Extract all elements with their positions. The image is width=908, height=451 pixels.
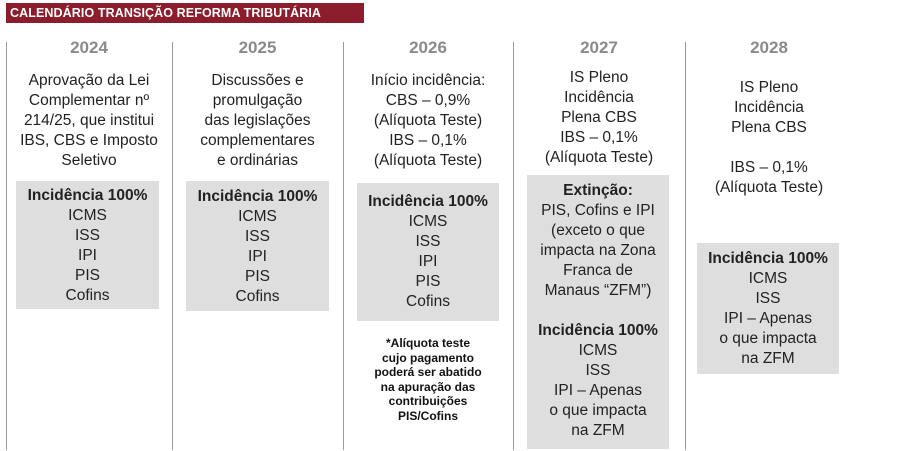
column-divider — [513, 42, 514, 450]
tax-item: o que impacta — [549, 402, 647, 419]
footnote-line: cujo pagamento — [381, 350, 474, 365]
incidence-heading: Incidência 100% — [368, 193, 488, 210]
incidence-heading: Incidência 100% — [197, 188, 318, 205]
incidence-box: Incidência 100% ICMS ISS IPI PIS Cofins — [357, 183, 499, 321]
extinction-item: Franca de — [563, 262, 633, 279]
tax-item: Cofins — [65, 287, 110, 304]
desc-line: das legislações — [204, 112, 311, 129]
incidence-heading: Incidência 100% — [27, 187, 148, 204]
column-2027: 2027 IS Pleno Incidência Plena CBS IBS –… — [513, 38, 685, 168]
column-2026: 2026 Início incidência: CBS – 0,9% (Alíq… — [343, 38, 513, 171]
desc-line: Incidência — [734, 99, 804, 116]
desc-line: (Alíquota Teste) — [373, 152, 483, 169]
incidence-box: Incidência 100% ICMS ISS IPI – Apenas o … — [697, 243, 839, 374]
desc-line: Seletivo — [61, 152, 117, 169]
column-2024: 2024 Aprovação da Lei Complementar nº 21… — [6, 38, 172, 171]
footnote: *Alíquota teste cujo pagamento poderá se… — [357, 336, 499, 423]
tax-item: IPI – Apenas — [724, 310, 812, 327]
tax-item: ICMS — [238, 208, 277, 225]
incidence-heading: Incidência 100% — [708, 250, 828, 267]
desc-line: IS Pleno — [569, 69, 629, 86]
desc-line: Plena CBS — [561, 109, 637, 126]
column-description: Discussões e promulgação das legislações… — [172, 71, 343, 171]
desc-line: Discussões e — [211, 72, 304, 89]
desc-line: (Alíquota Teste) — [373, 112, 483, 129]
incidence-box: Incidência 100% ICMS ISS IPI PIS Cofins — [186, 181, 329, 311]
tax-item: IPI — [78, 247, 97, 264]
desc-line: IBS – 0,1% — [389, 132, 467, 149]
column-divider — [685, 42, 686, 450]
tax-item: IPI — [418, 253, 438, 270]
extinction-box: Extinção: PIS, Cofins e IPI (exceto o qu… — [527, 175, 669, 449]
page-title: CALENDÁRIO TRANSIÇÃO REFORMA TRIBUTÁRIA — [6, 3, 364, 23]
extinction-item: PIS, Cofins e IPI — [541, 202, 655, 219]
desc-line: IBS – 0,1% — [730, 159, 808, 176]
column-description: Aprovação da Lei Complementar nº 214/25,… — [6, 71, 172, 171]
tax-item: Cofins — [235, 288, 280, 305]
desc-line: (Alíquota Teste) — [714, 179, 824, 196]
desc-line: Complementar nº — [28, 92, 150, 109]
incidence-box: Incidência 100% ICMS ISS IPI PIS Cofins — [16, 181, 159, 309]
desc-line: Início incidência: — [370, 72, 486, 89]
year-label: 2024 — [70, 38, 108, 57]
desc-line: Plena CBS — [731, 119, 807, 136]
year-label: 2028 — [750, 38, 788, 57]
column-divider — [172, 42, 173, 450]
year-label: 2027 — [580, 38, 618, 57]
extinction-heading: Extinção: — [563, 182, 633, 199]
desc-line: Aprovação da Lei — [28, 72, 150, 89]
extinction-item: Manaus “ZFM”) — [544, 282, 652, 299]
tax-item: ICMS — [408, 213, 448, 230]
tax-item: ICMS — [68, 207, 107, 224]
desc-line: complementares — [200, 132, 315, 149]
desc-line: IBS – 0,1% — [560, 129, 638, 146]
tax-item: ICMS — [748, 270, 788, 287]
footnote-line: poderá ser abatido — [374, 365, 482, 379]
column-description: IS Pleno Incidência Plena CBS IBS – 0,1%… — [513, 68, 685, 168]
desc-line: IS Pleno — [739, 79, 799, 96]
tax-item: ICMS — [578, 342, 618, 359]
desc-line: CBS – 0,9% — [385, 92, 471, 109]
desc-line: (Alíquota Teste) — [544, 149, 654, 166]
tax-item: IPI – Apenas — [554, 382, 642, 399]
column-divider — [6, 42, 7, 450]
desc-line — [685, 138, 853, 158]
tax-item: ISS — [75, 227, 100, 244]
column-2028: 2028 IS Pleno Incidência Plena CBS IBS –… — [685, 38, 853, 198]
tax-item: na ZFM — [741, 350, 795, 367]
year-label: 2026 — [409, 38, 447, 57]
tax-item: PIS — [415, 273, 441, 290]
desc-line: 214/25, que institui — [23, 112, 155, 129]
tax-item: ISS — [245, 228, 270, 245]
footnote-line: PIS/Cofins — [397, 408, 458, 423]
tax-item: IPI — [248, 248, 267, 265]
incidence-heading: Incidência 100% — [538, 322, 658, 339]
extinction-item: (exceto o que — [551, 222, 645, 239]
year-label: 2025 — [238, 38, 277, 57]
footnote-line: *Alíquota teste — [385, 336, 470, 350]
desc-line: promulgação — [212, 92, 303, 109]
desc-line: e ordinárias — [217, 152, 298, 169]
tax-item: PIS — [75, 267, 100, 284]
column-2025: 2025 Discussões e promulgação das legisl… — [172, 38, 343, 171]
column-description: Início incidência: CBS – 0,9% (Alíquota … — [343, 71, 513, 171]
tax-item: na ZFM — [571, 422, 625, 439]
column-description: IS Pleno Incidência Plena CBS IBS – 0,1%… — [685, 78, 853, 198]
footnote-line: na apuração das — [380, 379, 476, 394]
desc-line: IBS, CBS e Imposto — [20, 132, 158, 149]
desc-line: Incidência — [564, 89, 634, 106]
tax-item: o que impacta — [719, 330, 817, 347]
tax-item: Cofins — [406, 293, 450, 310]
tax-item: ISS — [415, 233, 441, 250]
tax-item: PIS — [245, 268, 270, 285]
column-divider — [343, 42, 344, 450]
extinction-item: impacta na Zona — [540, 242, 656, 259]
tax-item: ISS — [585, 362, 611, 379]
tax-item: ISS — [755, 290, 781, 307]
footnote-line: contribuições — [388, 394, 468, 408]
